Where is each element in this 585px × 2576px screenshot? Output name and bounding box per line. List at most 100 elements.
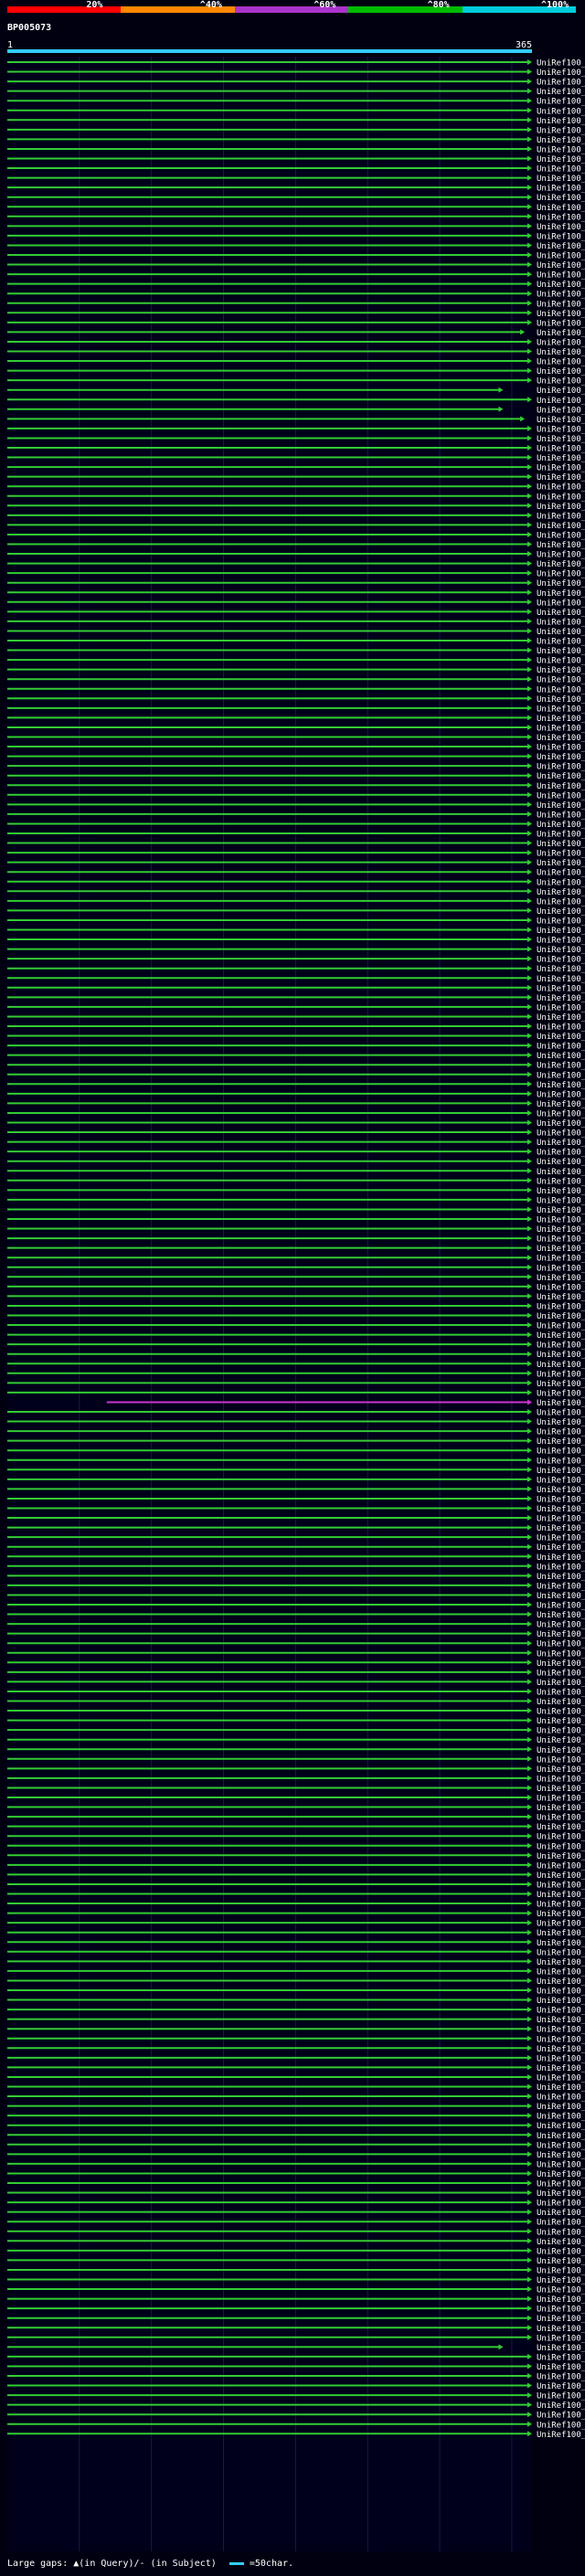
hit-label: UniRef100_A8D002 — [537, 1293, 585, 1302]
hit-arrow — [527, 907, 532, 914]
hit-label: UniRef100_A7SS18 — [537, 2073, 585, 2083]
hit-label: UniRef100_P19976 — [537, 406, 585, 415]
hit-label: UniRef100_A9UEI4 — [537, 1216, 585, 1225]
hit-arrow — [527, 994, 532, 1001]
hit-label: UniRef100_P85838 — [537, 2315, 585, 2324]
hit-arrow — [527, 1033, 532, 1039]
hit-label: UniRef100_P29389 — [537, 2219, 585, 2228]
hit-arrow — [520, 416, 526, 422]
hit-label: UniRef100_P09528 — [537, 2103, 585, 2112]
hit-arrow — [527, 1274, 532, 1280]
hit-label: UniRef100_A8DP72 — [537, 1437, 585, 1447]
hit-label: UniRef100_Q6ANZ6 — [537, 1563, 585, 1572]
hit-arrow — [527, 252, 532, 258]
hit-label: UniRef100_UPI000... — [537, 2325, 585, 2334]
hit-arrow — [527, 821, 532, 827]
hit-arrow — [527, 1698, 532, 1704]
hit-label: UniRef100_A9S6B6 — [537, 69, 585, 78]
hit-label: UniRef100_Q6P9V2 — [537, 2160, 585, 2169]
hit-label: UniRef100_A8WCT5 — [537, 59, 585, 69]
hit-label: UniRef100_C1BH26 — [537, 1649, 585, 1659]
hit-arrow — [527, 1861, 532, 1868]
hit-label: UniRef100_UPI000... — [537, 1804, 585, 1813]
hit-arrow — [527, 2113, 532, 2119]
hit-label: UniRef100_Q6ANW7 — [537, 473, 585, 482]
hit-arrow — [527, 2247, 532, 2253]
hit-label: UniRef100_Q39HN2 — [537, 2122, 585, 2131]
hit-arrow — [527, 1351, 532, 1357]
hit-label: UniRef100_P16897 — [537, 2431, 585, 2440]
hit-label: UniRef100_Q5ZP90 — [537, 185, 585, 194]
hit-arrow — [527, 811, 532, 817]
hit-label: UniRef100_C3Y0B2 — [537, 1090, 585, 1099]
hit-label: UniRef100_Q7YZR9 — [537, 1302, 585, 1311]
hit-label: UniRef100_B6U294 — [537, 1158, 585, 1167]
hit-arrow — [527, 1418, 532, 1425]
hit-arrow — [498, 387, 504, 393]
hit-arrow — [527, 628, 532, 634]
hit-arrow — [527, 695, 532, 702]
footer-legend: Large gaps: ▲(in Query)/- (in Subject) =… — [7, 2559, 293, 2569]
hit-arrow — [527, 647, 532, 653]
hit-label: UniRef100_Q43757 — [537, 570, 585, 579]
hit-label: UniRef100_A9PB36 — [537, 1765, 585, 1775]
hit-arrow — [527, 1977, 532, 1984]
hit-arrow — [527, 2392, 532, 2399]
hit-arrow — [527, 1814, 532, 1820]
hit-arrow — [527, 1948, 532, 1955]
hit-label: UniRef100_Q4L709 — [537, 1100, 585, 1109]
hit-arrow — [527, 1129, 532, 1136]
hit-arrow — [527, 2219, 532, 2225]
hit-label: UniRef100_C1E1F3 — [537, 937, 585, 946]
hit-label: UniRef100_UPI000... — [537, 772, 585, 781]
hit-label: UniRef100_B7FK47 — [537, 724, 585, 733]
hit-arrow — [527, 2266, 532, 2273]
hit-label: UniRef100_C0P793 — [537, 831, 585, 840]
hit-label: UniRef100_Q9SFY2 — [537, 416, 585, 425]
hit-arrow — [527, 2334, 532, 2340]
hit-label: UniRef100_B7ZVS7 — [537, 2306, 585, 2315]
hit-label: UniRef100_Q4JI28 — [537, 1997, 585, 2006]
hit-arrow — [527, 1043, 532, 1049]
hit-label: UniRef100_D0EV42 — [537, 2035, 585, 2044]
hit-arrow — [527, 1823, 532, 1829]
hit-label: UniRef100_Q8GYQ7 — [537, 454, 585, 463]
hit-label: UniRef100_B5XDC3 — [537, 1003, 585, 1012]
hit-label: UniRef100_B5XDB9 — [537, 1013, 585, 1023]
hit-arrow — [527, 2151, 532, 2157]
hit-arrow — [527, 2026, 532, 2032]
hit-arrow — [527, 1109, 532, 1116]
hit-label: UniRef100_B6YQN6 — [537, 1871, 585, 1881]
hit-label: UniRef100_Q94KA2 — [537, 425, 585, 434]
hit-label: UniRef100_B6U285 — [537, 1688, 585, 1697]
hit-label: UniRef100_Q94BP5 — [537, 705, 585, 714]
hit-label: UniRef100_Q6QA66 — [537, 878, 585, 887]
hit-arrow — [527, 261, 532, 268]
hit-label: UniRef100_B9IG08 — [537, 1543, 585, 1553]
hit-label: UniRef100_C5XR10 — [537, 175, 585, 184]
hit-arrow — [527, 512, 532, 518]
hit-arrow — [527, 2431, 532, 2437]
hit-label: UniRef100_P29389 — [537, 136, 585, 145]
query-name: BP005073 — [7, 23, 52, 33]
hit-label: UniRef100_B4FRL5 — [537, 98, 585, 107]
hit-arrow — [527, 927, 532, 933]
hit-label: UniRef100_UPI000... — [537, 927, 585, 936]
hit-label: UniRef100_B6U279 — [537, 589, 585, 599]
hit-arrow — [527, 1437, 532, 1444]
hit-arrow — [527, 175, 532, 181]
hit-label: UniRef100_A9S9S4 — [537, 79, 585, 88]
hit-arrow — [527, 2353, 532, 2359]
hit-arrow — [527, 609, 532, 615]
hit-arrow — [527, 1264, 532, 1270]
hit-arrow — [527, 1052, 532, 1058]
hit-arrow — [527, 1023, 532, 1029]
scale-segment — [234, 6, 349, 13]
hit-arrow — [527, 772, 532, 779]
hit-label: UniRef100_P19975 — [537, 965, 585, 974]
hit-label: UniRef100_B5X472 — [537, 1669, 585, 1678]
hit-label: UniRef100_B9S460 — [537, 1418, 585, 1427]
hit-arrow — [527, 1765, 532, 1772]
hit-label: UniRef100_B9HHU6 — [537, 1755, 585, 1765]
hit-arrow — [527, 618, 532, 624]
